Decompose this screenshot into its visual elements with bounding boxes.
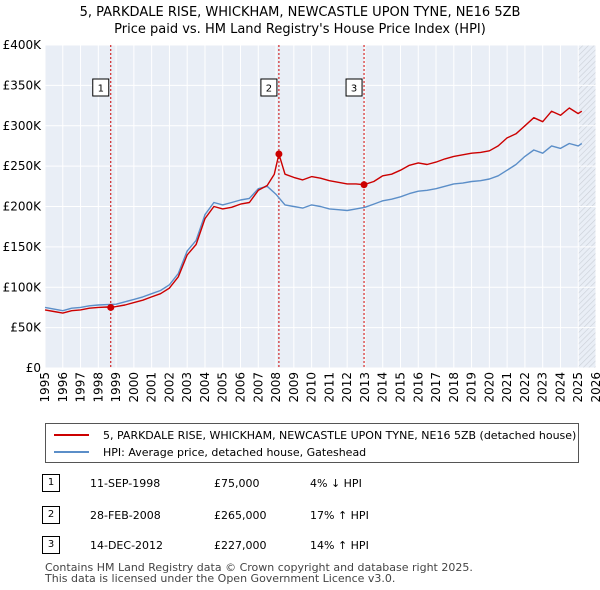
marker-label: 1 xyxy=(98,84,104,95)
x-tick-label: 2007 xyxy=(251,372,265,403)
x-tick-label: 2014 xyxy=(376,372,390,403)
x-tick-label: 2002 xyxy=(162,372,176,403)
x-tick-label: 2012 xyxy=(340,372,354,403)
x-tick-label: 1999 xyxy=(109,372,123,403)
x-tick-label: 2026 xyxy=(589,372,600,403)
y-tick-label: £150K xyxy=(3,240,43,254)
y-tick-label: £100K xyxy=(3,280,43,294)
table-row: 2 28-FEB-2008 £265,000 17% ↑ HPI xyxy=(42,506,582,526)
transaction-number: 1 xyxy=(42,474,60,492)
legend: 5, PARKDALE RISE, WHICKHAM, NEWCASTLE UP… xyxy=(45,423,579,463)
transaction-date: 11-SEP-1998 xyxy=(90,477,161,490)
footer: Contains HM Land Registry data © Crown c… xyxy=(45,562,473,584)
transaction-price: £265,000 xyxy=(214,509,267,522)
x-tick-label: 2018 xyxy=(447,372,461,403)
marker-label: 2 xyxy=(266,84,272,95)
x-tick-label: 2024 xyxy=(553,372,567,403)
transaction-price: £227,000 xyxy=(214,539,267,552)
sale-point xyxy=(360,181,368,189)
y-tick-label: £250K xyxy=(3,159,43,173)
marker-label-box xyxy=(345,78,363,97)
y-tick-label: £400K xyxy=(3,38,43,52)
x-tick-label: 2000 xyxy=(127,372,141,403)
legend-swatch-property xyxy=(54,434,89,436)
chart-title: 5, PARKDALE RISE, WHICKHAM, NEWCASTLE UP… xyxy=(79,5,521,20)
x-tick-label: 2016 xyxy=(411,372,425,403)
x-tick-label: 2011 xyxy=(322,372,336,403)
hpi-series-line xyxy=(44,142,583,312)
sale-point xyxy=(275,150,283,158)
transaction-hpi: 4% ↓ HPI xyxy=(310,477,362,490)
x-tick-label: 2017 xyxy=(429,372,443,403)
transaction-hpi: 14% ↑ HPI xyxy=(310,539,369,552)
transaction-price: £75,000 xyxy=(214,477,260,490)
x-tick-label: 2005 xyxy=(216,372,230,403)
x-tick-label: 1996 xyxy=(56,372,70,403)
transaction-date: 14-DEC-2012 xyxy=(90,539,164,552)
x-tick-label: 2004 xyxy=(198,372,212,403)
transaction-hpi: 17% ↑ HPI xyxy=(310,509,369,522)
table-row: 1 11-SEP-1998 £75,000 4% ↓ HPI xyxy=(42,474,582,494)
footer-copyright: Contains HM Land Registry data © Crown c… xyxy=(45,561,473,574)
x-tick-label: 2025 xyxy=(571,372,585,403)
x-tick-label: 1997 xyxy=(74,372,88,403)
chart-subtitle: Price paid vs. HM Land Registry's House … xyxy=(114,22,486,37)
x-tick-label: 2009 xyxy=(287,372,301,403)
y-tick-label: £50K xyxy=(10,321,42,335)
price-chart: £0 £50K £100K £150K £200K £250K £300K £350K £400… xyxy=(3,38,600,403)
legend-swatch-hpi xyxy=(54,451,89,453)
x-tick-label: 2023 xyxy=(536,372,550,403)
sale-point xyxy=(107,303,115,311)
marker-label-box xyxy=(260,78,278,97)
x-tick-label: 1995 xyxy=(38,372,52,403)
x-tick-label: 2010 xyxy=(305,372,319,403)
legend-item-property: 5, PARKDALE RISE, WHICKHAM, NEWCASTLE UP… xyxy=(54,427,576,443)
x-tick-label: 2001 xyxy=(145,372,159,403)
legend-item-hpi: HPI: Average price, detached house, Gate… xyxy=(54,444,366,460)
x-tick-label: 2003 xyxy=(180,372,194,403)
x-tick-label: 2019 xyxy=(465,372,479,403)
y-tick-label: £200K xyxy=(3,200,43,214)
property-series-line xyxy=(44,107,583,314)
y-tick-label: £0 xyxy=(26,361,41,375)
transaction-number: 2 xyxy=(42,506,60,524)
legend-label-hpi: HPI: Average price, detached house, Gate… xyxy=(103,445,367,459)
y-tick-label: £300K xyxy=(3,119,43,133)
x-tick-label: 2008 xyxy=(269,372,283,403)
x-tick-label: 2021 xyxy=(500,372,514,403)
transaction-date: 28-FEB-2008 xyxy=(90,509,161,522)
x-tick-label: 1998 xyxy=(91,372,105,403)
footer-license: This data is licensed under the Open Gov… xyxy=(45,572,396,585)
x-tick-label: 2006 xyxy=(234,372,248,403)
marker-label: 3 xyxy=(351,84,357,95)
x-tick-label: 2020 xyxy=(482,372,496,403)
marker-label-box xyxy=(92,78,110,97)
table-row: 3 14-DEC-2012 £227,000 14% ↑ HPI xyxy=(42,536,582,556)
x-tick-label: 2015 xyxy=(393,372,407,403)
x-tick-label: 2013 xyxy=(358,372,372,403)
x-tick-label: 2022 xyxy=(518,372,532,403)
legend-label-property: 5, PARKDALE RISE, WHICKHAM, NEWCASTLE UP… xyxy=(103,428,577,442)
y-tick-label: £350K xyxy=(3,78,43,92)
transaction-number: 3 xyxy=(42,536,60,554)
